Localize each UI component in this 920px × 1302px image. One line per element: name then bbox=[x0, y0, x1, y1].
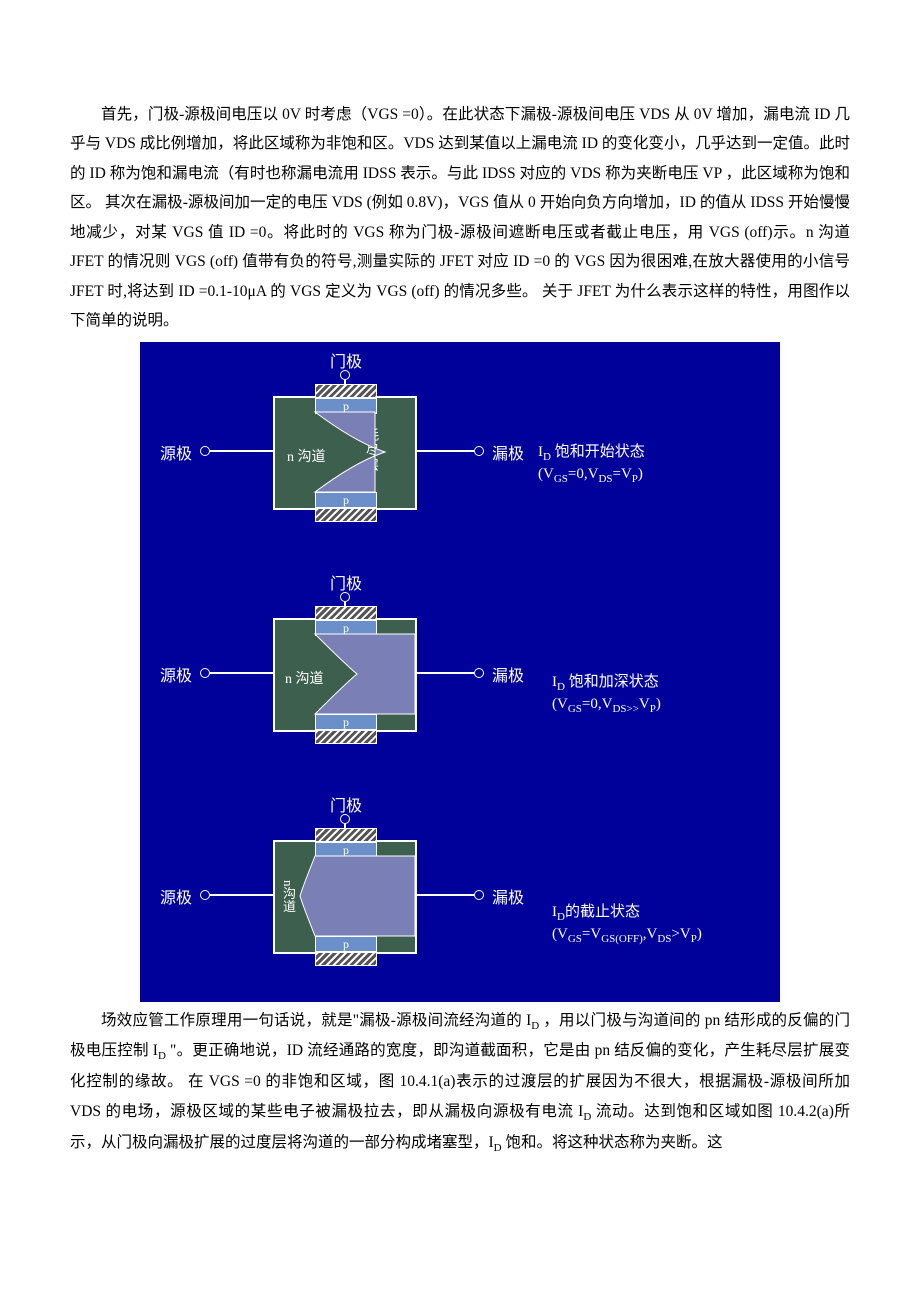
source-label-a: 源极 bbox=[160, 440, 192, 464]
depletion-label-c: 耗尽层 bbox=[327, 872, 346, 917]
p-region-top-b: p bbox=[315, 620, 377, 636]
annot-c-line1: ID的截止状态 bbox=[552, 900, 640, 923]
depletion-label-b: 耗尽层 bbox=[367, 650, 386, 695]
source-terminal-a bbox=[200, 446, 210, 456]
drain-label-a: 漏极 bbox=[492, 440, 524, 464]
annot-b-line2: (VGS=0,VDS>>VP) bbox=[552, 696, 661, 715]
hatch-bot-c bbox=[315, 952, 377, 966]
p-region-top-c: p bbox=[315, 842, 377, 858]
drain-terminal-b bbox=[474, 668, 484, 678]
p-region-bot-a: p bbox=[315, 492, 377, 508]
gate-terminal-c bbox=[340, 814, 350, 824]
annot-a-line2: (VGS=0,VDS=VP) bbox=[538, 466, 643, 485]
device-box-a: p p n 沟道 耗尽层 bbox=[273, 396, 417, 510]
panel-b: 门极 源极 p p n 沟道 耗尽层 漏极 ID 饱和加深状态 bbox=[140, 570, 780, 780]
paragraph-1: 首先，门极-源极间电压以 0V 时考虑（VGS =0）。在此状态下漏极-源极间电… bbox=[70, 100, 850, 336]
p-region-bot-b: p bbox=[315, 714, 377, 730]
device-box-b: p p n 沟道 耗尽层 bbox=[273, 618, 417, 732]
device-box-c: p p n沟道 耗尽层 bbox=[273, 840, 417, 954]
hatch-top-a bbox=[315, 384, 377, 398]
n-channel-label-a: n 沟道 bbox=[287, 446, 326, 466]
panel-c: 门极 源极 p p n沟道 耗尽层 漏极 ID的截止状态 bbox=[140, 792, 780, 1002]
annot-b-line1: ID 饱和加深状态 bbox=[552, 670, 659, 693]
gate-terminal-a bbox=[340, 370, 350, 380]
paragraph-2: 场效应管工作原理用一句话说，就是"漏极-源极间流经沟道的 ID ，用以门极与沟道… bbox=[70, 1006, 850, 1159]
gate-label-b: 门极 bbox=[330, 570, 362, 594]
source-label-c: 源极 bbox=[160, 884, 192, 908]
n-channel-label-b: n 沟道 bbox=[285, 668, 324, 688]
hatch-top-b bbox=[315, 606, 377, 620]
source-terminal-b bbox=[200, 668, 210, 678]
annot-c-line2: (VGS=VGS(OFF),VDS>VP) bbox=[552, 926, 702, 945]
annot-a-line1: ID 饱和开始状态 bbox=[538, 440, 645, 463]
source-wire-a bbox=[210, 450, 273, 452]
p-region-bot-c: p bbox=[315, 936, 377, 952]
source-terminal-c bbox=[200, 890, 210, 900]
drain-wire-a bbox=[416, 450, 474, 452]
jfet-diagram: 门极 源极 p p n 沟道 耗尽层 漏极 ID 饱和开始状态 bbox=[140, 342, 780, 1002]
drain-label-c: 漏极 bbox=[492, 884, 524, 908]
hatch-bot-b bbox=[315, 730, 377, 744]
drain-wire-c bbox=[416, 894, 474, 896]
drain-wire-b bbox=[416, 672, 474, 674]
n-channel-label-c: n沟道 bbox=[279, 880, 298, 913]
depletion-label-a: 耗尽层 bbox=[362, 428, 381, 473]
p-region-top-a: p bbox=[315, 398, 377, 414]
drain-terminal-c bbox=[474, 890, 484, 900]
source-label-b: 源极 bbox=[160, 662, 192, 686]
hatch-bot-a bbox=[315, 508, 377, 522]
drain-label-b: 漏极 bbox=[492, 662, 524, 686]
source-wire-c bbox=[210, 894, 273, 896]
gate-terminal-b bbox=[340, 592, 350, 602]
hatch-top-c bbox=[315, 828, 377, 842]
source-wire-b bbox=[210, 672, 273, 674]
panel-a: 门极 源极 p p n 沟道 耗尽层 漏极 ID 饱和开始状态 bbox=[140, 348, 780, 558]
drain-terminal-a bbox=[474, 446, 484, 456]
gate-label-a: 门极 bbox=[330, 348, 362, 372]
gate-label-c: 门极 bbox=[330, 792, 362, 816]
